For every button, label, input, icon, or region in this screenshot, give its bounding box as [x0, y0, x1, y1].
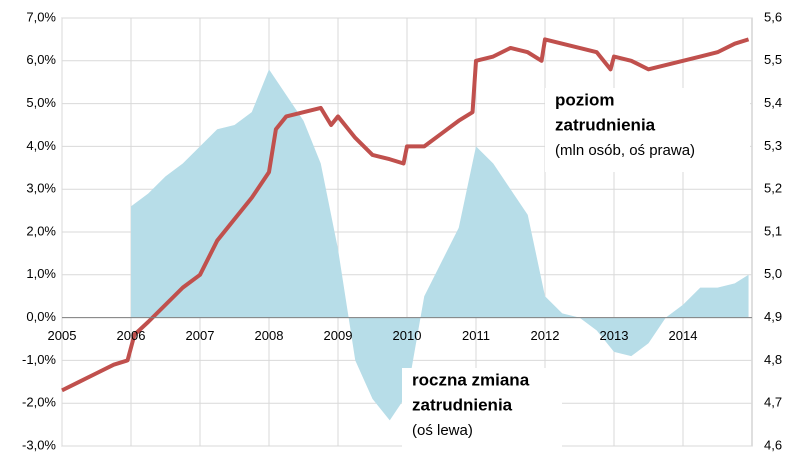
y2-tick-label: 4,7 [764, 395, 782, 410]
area [131, 69, 749, 421]
x-tick-label: 2005 [48, 328, 77, 343]
x-tick-label: 2009 [324, 328, 353, 343]
y-tick-label: 4,0% [26, 138, 56, 153]
y-tick-label: -2,0% [22, 395, 56, 410]
x-tick-label: 2013 [600, 328, 629, 343]
x-tick-label: 2011 [462, 328, 490, 343]
y2-tick-label: 4,8 [764, 352, 782, 367]
y-tick-label: 0,0% [26, 309, 56, 324]
y2-tick-label: 5,4 [764, 95, 782, 110]
line [61, 37, 750, 393]
annotation-note: (mln osób, oś prawa) [555, 142, 695, 159]
y-tick-label: 3,0% [26, 181, 56, 196]
y2-tick-label: 5,3 [764, 138, 782, 153]
annotation-title: roczna zmiana [412, 370, 530, 389]
y2-tick-label: 5,2 [764, 181, 782, 196]
x-tick-label: 2010 [393, 328, 422, 343]
x-tick-label: 2008 [255, 328, 284, 343]
y-tick-label: -1,0% [22, 352, 56, 367]
y2-tick-label: 5,0 [764, 266, 782, 281]
y-tick-label: 1,0% [26, 266, 56, 281]
annotation-note: (oś lewa) [412, 422, 473, 439]
x-tick-label: 2014 [669, 328, 698, 343]
x-tick-label: 2006 [117, 328, 146, 343]
y2-tick-label: 5,6 [764, 9, 782, 24]
y-tick-label: 5,0% [26, 95, 56, 110]
y2-tick-label: 5,1 [764, 223, 782, 238]
y-tick-label: 6,0% [26, 52, 56, 67]
x-tick-label: 2012 [531, 328, 560, 343]
annotation-title: zatrudnienia [412, 395, 513, 414]
annotation-box [545, 88, 750, 172]
y2-tick-label: 4,6 [764, 437, 782, 452]
annotation-title: poziom [555, 90, 615, 109]
annotation-box [402, 368, 562, 448]
y-tick-label: 7,0% [26, 9, 56, 24]
y2-tick-label: 4,9 [764, 309, 782, 324]
x-tick-label: 2007 [186, 328, 215, 343]
annotation-title: zatrudnienia [555, 115, 656, 134]
y2-tick-label: 5,5 [764, 52, 782, 67]
y-tick-label: -3,0% [22, 437, 56, 452]
y-tick-label: 2,0% [26, 223, 56, 238]
